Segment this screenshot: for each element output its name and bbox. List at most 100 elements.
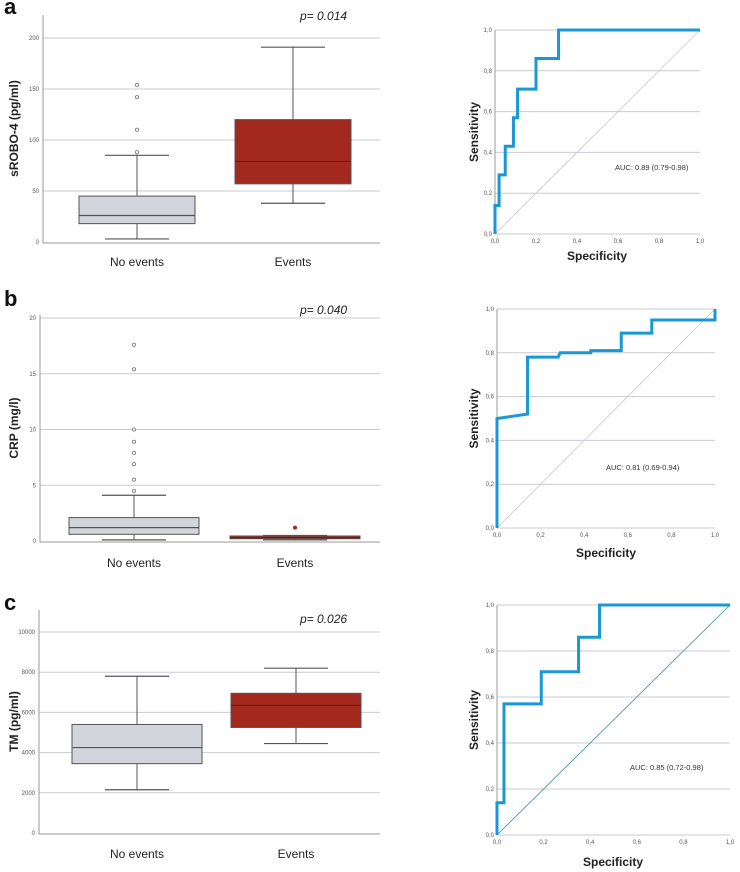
outlier-point — [131, 342, 136, 347]
y-tick-label: 1,0 — [486, 603, 495, 609]
box-iqr — [230, 692, 362, 728]
y-tick-label: 0,6 — [486, 395, 495, 401]
x-tick-label: 0,4 — [586, 840, 595, 846]
y-tick-label: 0,8 — [486, 351, 495, 357]
y-tick-label: 0,8 — [486, 649, 495, 655]
y-tick-label: 0,0 — [486, 526, 495, 532]
category-label: No events — [110, 255, 164, 269]
y-axis-label: CRP (mg/l) — [7, 397, 21, 458]
x-tick-label: 0,2 — [539, 840, 548, 846]
x-axis-label: Specificity — [583, 855, 643, 869]
x-tick-label: 0,6 — [614, 239, 623, 245]
outlier-point — [131, 367, 136, 372]
roc-curve-b: 0,00,0 0,2 0,2 0,4 0,4 0,6 0,6 0,8 0,8 1,0 1,0 AUC:… — [467, 307, 720, 560]
box-iqr — [234, 119, 352, 185]
category-label: No events — [107, 556, 161, 570]
roc-line — [495, 309, 717, 528]
outlier-point — [131, 439, 136, 444]
outlier-point — [131, 488, 136, 493]
panel-label: b — [4, 286, 17, 311]
y-axis-label: TM (pg/ml) — [7, 691, 21, 752]
x-tick-label: 1,0 — [696, 239, 705, 245]
outlier-point — [292, 525, 297, 530]
outlier-point — [131, 462, 136, 467]
panel-label: a — [4, 0, 17, 19]
x-tick-label: 0,0 — [493, 840, 502, 846]
box-iqr — [68, 517, 200, 535]
box-iqr — [71, 723, 203, 765]
y-tick-label: 100 — [29, 138, 40, 144]
y-tick-label: 4000 — [22, 751, 36, 757]
boxplot-c: c 0 2000 4000 6000 8000 10000 TM (pg/ml) p= 0.02… — [4, 590, 380, 861]
p-value: p= 0.026 — [299, 612, 347, 626]
y-tick-label: 6000 — [22, 710, 36, 716]
outlier-point — [134, 150, 139, 155]
y-tick-label: 0,0 — [486, 833, 495, 839]
x-tick-label: 0,2 — [532, 239, 541, 245]
y-axis-label: Sensitivity — [467, 388, 481, 448]
x-tick-label: 0,8 — [679, 840, 688, 846]
outlier-point — [134, 95, 139, 100]
outlier-point — [131, 477, 136, 482]
boxplot-a: a 0 50 100 150 200 sROBO-4 (pg/ml) p= 0.014 No e… — [4, 0, 380, 269]
p-value: p= 0.040 — [299, 303, 347, 317]
category-label: Events — [277, 556, 314, 570]
reference-diagonal — [494, 29, 701, 235]
y-axis-label: sROBO-4 (pg/ml) — [7, 80, 21, 177]
x-tick-label: 0,2 — [536, 533, 545, 539]
x-axis-label: Specificity — [567, 249, 627, 263]
reference-diagonal — [496, 604, 731, 836]
roc-line — [495, 603, 730, 835]
y-tick-label: 15 — [29, 372, 36, 378]
y-tick-label: 0,2 — [486, 482, 495, 488]
y-tick-label: 8000 — [22, 670, 36, 676]
box-events — [230, 667, 362, 745]
box-no-events — [78, 82, 196, 240]
y-tick-label: 1,0 — [484, 28, 493, 34]
box-no-events — [71, 675, 203, 791]
x-tick-label: 0,0 — [491, 239, 500, 245]
x-tick-label: 0,0 — [493, 533, 502, 539]
y-tick-label: 10000 — [18, 630, 35, 636]
y-tick-label: 1,0 — [486, 307, 495, 313]
y-tick-label: 5 — [33, 483, 37, 489]
roc-curve-a: 0,00,0 0,2 0,2 0,4 0,4 0,6 0,6 0,8 0,8 1,0 1,0 AUC:… — [467, 28, 705, 263]
y-tick-label: 150 — [29, 87, 40, 93]
x-tick-label: 0,6 — [624, 533, 633, 539]
y-tick-label: 0,6 — [484, 110, 493, 116]
y-tick-label: 0 — [32, 831, 36, 837]
y-tick-label: 50 — [32, 189, 39, 195]
category-label: Events — [275, 255, 312, 269]
x-tick-label: 1,0 — [711, 533, 720, 539]
x-tick-label: 0,4 — [573, 239, 582, 245]
box-iqr — [78, 195, 196, 225]
auc-annotation: AUC: 0.89 (0.79-0.98) — [615, 163, 689, 172]
y-tick-label: 0,4 — [486, 741, 495, 747]
box-events — [234, 46, 352, 204]
y-tick-label: 0,2 — [484, 191, 493, 197]
y-tick-label: 10 — [29, 428, 36, 434]
x-axis-label: Specificity — [576, 546, 636, 560]
auc-annotation: AUC: 0.85 (0.72-0.98) — [630, 763, 704, 772]
panel-label: c — [4, 590, 16, 615]
p-value: p= 0.014 — [299, 9, 347, 23]
category-label: No events — [110, 847, 164, 861]
y-tick-label: 0,8 — [484, 69, 493, 75]
outlier-point — [131, 427, 136, 432]
y-tick-label: 0,0 — [484, 232, 493, 238]
roc-line — [493, 28, 700, 234]
y-axis-label: Sensitivity — [467, 102, 481, 162]
y-tick-label: 0 — [33, 539, 37, 545]
auc-annotation: AUC: 0.81 (0.69-0.94) — [606, 463, 680, 472]
outlier-point — [131, 450, 136, 455]
x-tick-label: 0,4 — [580, 533, 589, 539]
boxplot-b: b 0 5 10 15 20 CRP (mg/l) p= 0.040 No events Even… — [4, 286, 380, 570]
x-tick-label: 0,8 — [655, 239, 664, 245]
y-axis-label: Sensitivity — [467, 690, 481, 750]
box-events — [229, 525, 361, 541]
outlier-point — [134, 82, 139, 87]
y-tick-label: 0,6 — [486, 695, 495, 701]
y-tick-label: 2000 — [22, 791, 36, 797]
y-tick-label: 200 — [29, 36, 40, 42]
